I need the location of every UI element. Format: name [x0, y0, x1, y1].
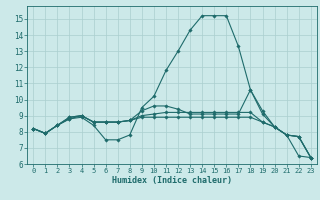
X-axis label: Humidex (Indice chaleur): Humidex (Indice chaleur) — [112, 176, 232, 185]
